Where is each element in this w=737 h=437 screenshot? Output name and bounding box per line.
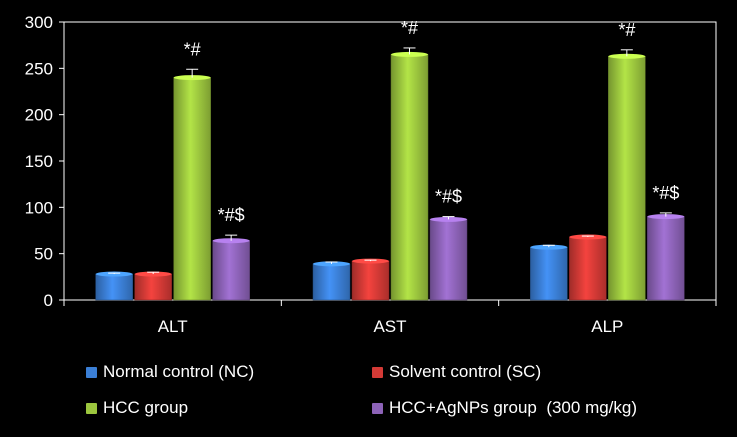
bar <box>569 236 607 301</box>
y-tick-label: 50 <box>34 245 53 264</box>
bar <box>212 240 250 301</box>
significance-label: *#$ <box>435 187 462 207</box>
bar <box>647 216 685 301</box>
legend-label-nc: Normal control (NC) <box>103 362 255 381</box>
legend-swatch-hcc <box>86 402 97 414</box>
legend-swatch-hcc-agnps <box>372 402 383 414</box>
legend-item-nc: Normal control (NC) <box>86 362 254 382</box>
y-tick-label: 100 <box>25 198 53 217</box>
bar <box>390 54 429 301</box>
legend-item-hcc: HCC group <box>86 398 188 418</box>
significance-label: *# <box>184 39 201 59</box>
bar <box>173 77 211 301</box>
bar <box>134 273 172 301</box>
y-tick-label: 200 <box>25 106 53 125</box>
y-tick-label: 150 <box>25 152 53 171</box>
legend-swatch-sc <box>372 366 383 378</box>
legend-label-sc: Solvent control (SC) <box>389 362 542 381</box>
bar <box>530 246 568 301</box>
significance-label: *# <box>618 20 635 40</box>
significance-label: *#$ <box>652 183 679 203</box>
legend-item-hcc-agnps: HCC+AgNPs group (300 mg/kg) <box>372 398 637 418</box>
y-tick-label: 250 <box>25 59 53 78</box>
y-tick-label: 0 <box>44 291 53 310</box>
axes-layer: 0 50 100 150 200 250 300 ALT AST ALP <box>25 13 717 336</box>
bar <box>312 263 351 301</box>
legend-label-hcc: HCC group <box>103 398 189 417</box>
significance-label: *#$ <box>218 205 245 225</box>
x-tick-label: ALT <box>158 317 188 336</box>
x-tick-label: ALP <box>591 317 623 336</box>
bar <box>95 273 133 301</box>
legend-label-hcc-agnps: HCC+AgNPs group (300 mg/kg) <box>389 398 638 417</box>
significance-label: *# <box>401 18 418 38</box>
legend: Normal control (NC) Solvent control (SC)… <box>0 348 737 428</box>
x-tick-label: AST <box>373 317 406 336</box>
bar <box>351 260 390 301</box>
y-tick-label: 300 <box>25 13 53 32</box>
bars-layer: *# *#$ *# *#$ *# *#$ <box>95 18 685 301</box>
bar <box>608 56 646 301</box>
plot-area <box>63 21 717 301</box>
bar <box>429 219 468 301</box>
legend-swatch-nc <box>86 366 97 378</box>
legend-item-sc: Solvent control (SC) <box>372 362 541 382</box>
